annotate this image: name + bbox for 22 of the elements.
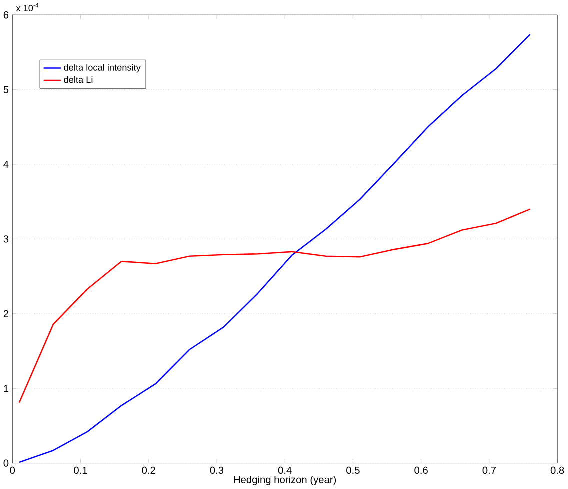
legend-label: delta local intensity (64, 64, 141, 73)
legend-label: delta Li (64, 76, 93, 84)
x-tick-label: 0.7 (482, 466, 496, 474)
y-tick-label: 3 (4, 236, 9, 243)
line-series (18, 34, 531, 464)
x-axis-title: Hedging horizon (year) (234, 476, 336, 486)
y-tick-label: 1 (4, 385, 9, 392)
y-tick-label: 0 (4, 460, 9, 467)
x-tick-label: 0 (10, 466, 16, 474)
x-tick-label: 0.3 (210, 466, 224, 474)
text: x 10$^{-4}$ (16, 3, 39, 12)
y-tick-label: 2 (4, 310, 9, 318)
x-tick-label: 0.4 (278, 466, 292, 474)
x-tick-label: 0.5 (346, 466, 360, 474)
y-tick-label: 5 (4, 86, 9, 94)
y-tick-label: 6 (4, 12, 9, 19)
line-series (18, 208, 531, 404)
x-tick-label: 0.8 (550, 466, 564, 474)
x-tick-label: 0.2 (142, 466, 156, 474)
x-tick-label: 0.1 (74, 466, 88, 474)
x-tick-label: 0.6 (414, 466, 428, 474)
y-tick-label: 4 (4, 161, 9, 168)
